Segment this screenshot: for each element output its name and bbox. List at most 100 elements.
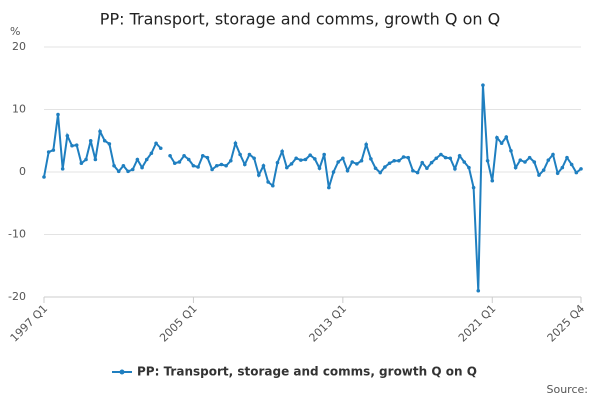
marker (518, 158, 523, 162)
marker (93, 157, 98, 162)
marker (200, 153, 205, 158)
marker (350, 160, 354, 164)
marker (504, 135, 509, 139)
marker (541, 168, 546, 172)
marker (271, 183, 275, 188)
marker (411, 168, 415, 173)
marker (242, 162, 247, 167)
marker (70, 143, 74, 148)
marker (546, 158, 551, 162)
marker (285, 165, 289, 170)
marker (397, 158, 401, 163)
marker (392, 158, 397, 163)
marker (51, 148, 56, 152)
marker (481, 83, 485, 87)
marker (462, 160, 467, 164)
marker (471, 185, 476, 190)
marker (523, 160, 527, 164)
x-tick-label: 2013 Q1 (307, 302, 350, 345)
marker (387, 161, 392, 166)
y-tick-label: 0 (19, 165, 26, 178)
marker (513, 165, 518, 170)
marker (158, 146, 163, 151)
marker (308, 153, 312, 157)
marker (439, 152, 443, 157)
marker (434, 156, 439, 161)
chart-title: PP: Transport, storage and comms, growth… (100, 10, 500, 29)
marker (60, 167, 65, 171)
marker (177, 160, 182, 164)
marker (224, 163, 228, 168)
marker (214, 163, 219, 168)
marker (317, 166, 322, 171)
marker (299, 158, 303, 162)
marker (84, 157, 88, 162)
marker (280, 149, 284, 154)
marker (322, 152, 326, 157)
marker (490, 178, 495, 183)
marker (135, 157, 140, 162)
marker (579, 167, 583, 171)
marker (373, 166, 378, 171)
marker (313, 157, 317, 161)
x-tick-label: 1997 Q1 (8, 302, 51, 345)
marker (569, 162, 574, 167)
marker (537, 173, 541, 177)
marker (574, 170, 579, 175)
x-tick-label: 2005 Q1 (157, 302, 200, 345)
marker (476, 288, 481, 293)
marker (420, 160, 425, 165)
marker (509, 148, 513, 153)
marker (499, 141, 504, 146)
marker (233, 141, 238, 146)
marker (383, 165, 387, 169)
marker (247, 152, 252, 157)
marker (205, 155, 210, 160)
marker (331, 170, 336, 174)
source: Source: (547, 383, 589, 396)
marker (182, 153, 186, 158)
marker (565, 155, 569, 160)
marker (341, 156, 345, 161)
y-axis-label: % (10, 25, 20, 38)
marker (65, 133, 70, 138)
y-tick-label: 20 (12, 40, 26, 53)
marker (168, 153, 172, 158)
x-tick-label: 2021 Q1 (456, 302, 499, 345)
legend-label: PP: Transport, storage and comms, growth… (137, 365, 477, 379)
y-tick-label: 10 (12, 103, 26, 116)
marker (46, 150, 51, 154)
marker (186, 157, 191, 162)
marker (126, 169, 130, 174)
marker (425, 166, 429, 171)
marker (364, 142, 369, 147)
marker (154, 141, 158, 146)
x-tick-label: 2025 Q4 (545, 302, 588, 345)
marker (401, 155, 406, 159)
marker (457, 153, 462, 158)
marker (378, 170, 383, 175)
marker (130, 167, 135, 172)
marker (196, 165, 200, 169)
marker (121, 163, 126, 168)
marker (453, 167, 457, 171)
marker (252, 156, 256, 161)
marker (336, 160, 340, 164)
marker (303, 157, 308, 162)
marker (102, 138, 107, 143)
marker (359, 158, 364, 163)
marker (266, 180, 270, 184)
marker (345, 168, 350, 173)
marker (140, 165, 144, 170)
marker (551, 152, 555, 157)
marker (88, 138, 93, 143)
marker (210, 167, 214, 172)
marker (560, 165, 565, 170)
marker (275, 160, 280, 165)
marker (406, 155, 411, 160)
legend-marker (119, 369, 125, 375)
y-tick-label: -10 (8, 228, 26, 241)
marker (443, 155, 448, 160)
marker (448, 156, 453, 161)
